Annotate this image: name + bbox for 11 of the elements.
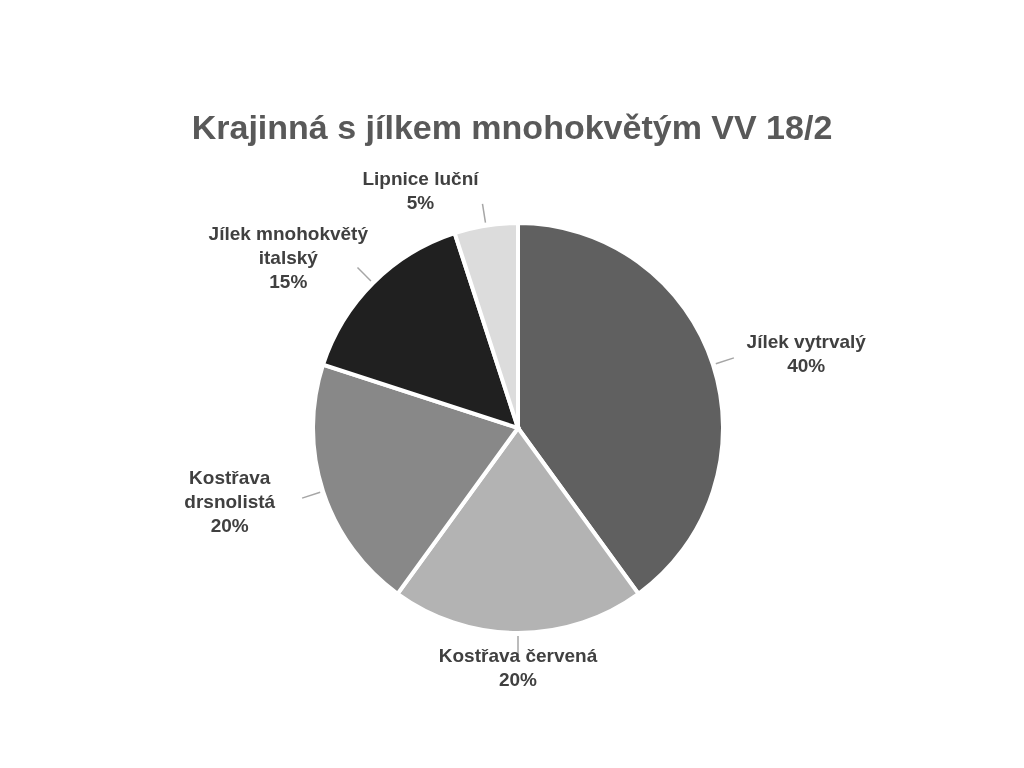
data-label: 15% — [269, 271, 308, 293]
slice-label: Kostřava červená — [438, 645, 598, 666]
slice-label: Jílek mnohokvětý italský — [208, 223, 369, 269]
data-label: 20% — [498, 669, 538, 690]
chart-title: Krajinná s jílkem mnohokvětým VV 18/2 — [190, 108, 834, 147]
slice-label: Jílek vytrvalý — [746, 330, 867, 352]
data-label: 20% — [210, 515, 249, 537]
slice-label: Kostřava drsnolistá — [184, 467, 276, 513]
slice-label: Lipnice luční — [362, 167, 480, 189]
data-label: 40% — [787, 354, 826, 376]
data-label: 5% — [406, 191, 435, 213]
